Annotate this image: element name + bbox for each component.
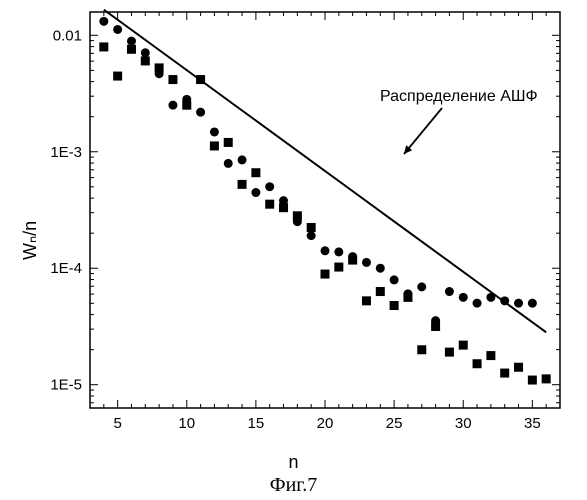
data-point-circle	[362, 258, 371, 267]
data-point-square	[376, 287, 385, 296]
data-point-circle	[99, 17, 108, 26]
x-axis-label: n	[0, 452, 587, 473]
data-point-circle	[251, 188, 260, 197]
data-point-square	[542, 374, 551, 383]
data-point-square	[265, 200, 274, 209]
data-point-square	[307, 223, 316, 232]
data-point-square	[459, 341, 468, 350]
data-point-circle	[459, 293, 468, 302]
data-point-square	[445, 348, 454, 357]
data-point-square	[293, 211, 302, 220]
data-point-circle	[168, 101, 177, 110]
data-point-square	[141, 56, 150, 65]
data-point-circle	[196, 108, 205, 117]
data-point-circle	[321, 246, 330, 255]
y-tick-label: 0.01	[53, 27, 82, 44]
data-point-square	[251, 168, 260, 177]
data-point-square	[224, 138, 233, 147]
data-point-circle	[417, 282, 426, 291]
data-point-circle	[445, 287, 454, 296]
data-point-circle	[500, 296, 509, 305]
data-point-square	[514, 363, 523, 372]
data-point-circle	[376, 264, 385, 273]
data-point-square	[390, 301, 399, 310]
data-point-circle	[224, 159, 233, 168]
y-tick-label: 1E-5	[50, 377, 82, 394]
chart-container: 5 10 15 20 25 30 35 0.01 1E-3 1E-4 1E-5 Wₙ/n n Фиг…	[0, 0, 587, 500]
data-point-square	[348, 256, 357, 265]
data-point-square	[473, 359, 482, 368]
data-point-square	[196, 75, 205, 84]
data-point-square	[500, 369, 509, 378]
data-point-circle	[390, 275, 399, 284]
data-point-square	[431, 322, 440, 331]
x-tick-label: 15	[248, 415, 265, 432]
y-axis-label: Wₙ/n	[20, 221, 41, 260]
data-point-square	[403, 293, 412, 302]
data-point-circle	[141, 48, 150, 57]
y-tick-label: 1E-4	[50, 260, 82, 277]
figure-caption: Фиг.7	[0, 474, 587, 497]
data-point-circle	[486, 293, 495, 302]
data-point-square	[417, 345, 426, 354]
x-tick-label: 20	[317, 415, 334, 432]
data-point-circle	[514, 299, 523, 308]
data-point-square	[486, 351, 495, 360]
data-point-circle	[113, 25, 122, 34]
data-point-square	[210, 141, 219, 150]
data-point-circle	[334, 247, 343, 256]
data-point-square	[321, 270, 330, 279]
data-point-square	[279, 203, 288, 212]
data-point-square	[334, 263, 343, 272]
annotation-label: Распределение АШФ	[380, 88, 538, 106]
data-point-square	[362, 296, 371, 305]
data-point-circle	[127, 37, 136, 46]
data-point-circle	[528, 299, 537, 308]
data-point-square	[528, 376, 537, 385]
data-point-circle	[210, 127, 219, 136]
data-point-circle	[265, 182, 274, 191]
x-tick-label: 5	[113, 415, 121, 432]
data-point-square	[238, 180, 247, 189]
data-point-circle	[238, 155, 247, 164]
data-point-circle	[473, 299, 482, 308]
data-point-square	[182, 101, 191, 110]
data-point-square	[155, 63, 164, 72]
data-point-square	[113, 72, 122, 81]
x-tick-label: 25	[386, 415, 403, 432]
x-tick-label: 30	[455, 415, 472, 432]
x-tick-label: 35	[524, 415, 541, 432]
data-point-circle	[307, 231, 316, 240]
data-point-square	[127, 45, 136, 54]
data-point-square	[99, 42, 108, 51]
x-tick-label: 10	[178, 415, 195, 432]
scatter-plot: 5 10 15 20 25 30 35 0.01 1E-3 1E-4 1E-5	[0, 0, 587, 500]
y-tick-label: 1E-3	[50, 144, 82, 161]
data-point-square	[168, 75, 177, 84]
